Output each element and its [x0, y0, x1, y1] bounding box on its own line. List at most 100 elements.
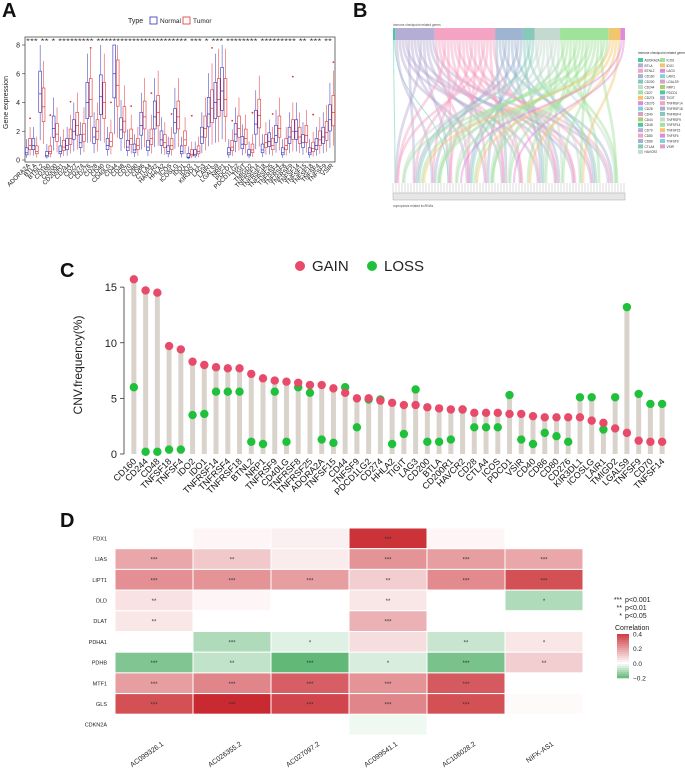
- heatmap-cell: [114, 713, 194, 736]
- sankey-top-node: [534, 28, 561, 40]
- normal-box: [227, 147, 231, 156]
- normal-box: [132, 143, 137, 154]
- sankey-legend-swatch: [638, 68, 643, 73]
- tumor-box: [190, 149, 194, 157]
- colorbar-step: [617, 644, 629, 647]
- tumor-box: [176, 100, 181, 130]
- sankey-bottom-label: cuproptosis related lncRNAs: [393, 204, 434, 208]
- loss-point: [446, 435, 456, 444]
- colorbar-step: [617, 676, 629, 679]
- sankey-legend-label: PDCD1: [667, 91, 678, 95]
- normal-box: [314, 138, 319, 150]
- heatmap-cell-stars: *: [387, 661, 390, 667]
- gain-point: [399, 400, 409, 410]
- colorbar-step: [617, 652, 629, 655]
- loss-point: [235, 387, 244, 396]
- sankey-flow: [420, 39, 579, 184]
- sankey-flow: [490, 39, 609, 184]
- colorbar-tick-label: −0.2: [633, 676, 646, 683]
- boxplot-chart: Gene expression 0 2 4 6 8 Type Normal Tumor *** *…: [3, 16, 335, 191]
- legend-key-loss: [367, 261, 377, 271]
- heatmap-cell: [270, 589, 350, 612]
- gain-point: [164, 341, 174, 351]
- normal-box: [200, 126, 204, 144]
- heatmap-cell: [504, 693, 584, 715]
- colorbar-step: [617, 660, 629, 663]
- loss-point: [282, 437, 291, 446]
- outlier-point: [69, 100, 72, 103]
- sankey-top-node: [560, 28, 609, 40]
- normal-box: [72, 119, 76, 140]
- loss-point: [211, 387, 221, 396]
- y-axis-label: CNV.frequency(%): [71, 316, 85, 415]
- heatmap-row-label: DLD: [96, 598, 107, 604]
- sankey-top-node: [393, 28, 396, 40]
- sankey-legend-swatch: [638, 128, 643, 133]
- sankey-legend-label: LGALS9: [667, 80, 679, 84]
- sankey-legend-label: ICOS: [667, 58, 675, 62]
- y-tick-label: 8: [16, 43, 20, 50]
- sankey-flow: [501, 39, 614, 184]
- heatmap-cell-stars: **: [464, 640, 469, 646]
- sankey-legend-label: CD274: [645, 96, 655, 100]
- gain-point: [540, 413, 549, 422]
- sankey-legend-swatch: [660, 139, 665, 143]
- normal-box: [105, 138, 110, 150]
- significance-legend-label: p<0.001: [625, 597, 651, 604]
- sankey-legend-swatch: [660, 58, 665, 62]
- heatmap-cell-stars: **: [230, 661, 235, 667]
- loss-point: [188, 410, 197, 420]
- loss-point: [528, 439, 538, 449]
- sankey-flow: [486, 39, 511, 184]
- gain-point: [329, 384, 338, 393]
- tumor-box: [217, 78, 221, 117]
- sankey-flow: [560, 39, 619, 184]
- gain-point: [176, 345, 186, 354]
- sankey-legend-label: LAIR1: [667, 75, 676, 79]
- sankey-legend-swatch: [638, 58, 643, 62]
- sankey-flow: [528, 39, 618, 184]
- colorbar-step: [617, 656, 629, 659]
- normal-box: [193, 149, 197, 157]
- sankey-flow: [440, 39, 577, 184]
- tumor-box: [156, 95, 160, 127]
- significance-stars: *** ** * ********* *********************…: [26, 39, 333, 45]
- sankey-flow: [572, 39, 601, 184]
- sankey-legend-swatch: [660, 95, 665, 100]
- heatmap-cell-stars: ***: [384, 620, 392, 626]
- sankey-top-node: [495, 28, 523, 40]
- heatmap-cell: [426, 610, 506, 633]
- sankey-legend-label: TIGIT: [667, 96, 675, 100]
- loss-point: [540, 428, 549, 438]
- colorbar-step: [617, 642, 629, 645]
- heatmap-cell-stars: ***: [228, 702, 236, 708]
- sankey-legend-label: CD28: [645, 107, 653, 111]
- sankey-top-node: [522, 28, 535, 40]
- sankey-flow: [468, 39, 594, 184]
- sankey-flow: [480, 39, 576, 184]
- sankey-legend-swatch: [638, 79, 643, 84]
- tumor-box: [223, 78, 228, 117]
- loss-point: [411, 385, 420, 394]
- normal-box: [220, 67, 224, 111]
- gain-point: [247, 369, 256, 379]
- sankey-legend-label: LAG3: [667, 69, 675, 73]
- sankey-flow: [395, 39, 486, 184]
- sankey-legend-swatch: [660, 74, 665, 79]
- normal-box: [85, 82, 90, 119]
- heatmap-cell-stars: ***: [462, 682, 470, 688]
- heatmap-cell-stars: **: [386, 578, 391, 584]
- sankey-flow: [491, 39, 570, 184]
- heatmap-row-label: LIAS: [95, 557, 107, 563]
- sankey-flow: [534, 39, 582, 184]
- sankey-legend-label: TNFSF4: [667, 134, 679, 138]
- normal-box: [233, 123, 238, 142]
- loss-point: [505, 390, 514, 400]
- heatmap-cell-stars: ***: [306, 702, 314, 708]
- gain-point: [575, 413, 585, 422]
- panel-label-b: B: [353, 0, 368, 22]
- heatmap-cell: [114, 631, 194, 653]
- sankey-legend-label: CD276: [645, 102, 655, 106]
- tumor-box: [291, 119, 295, 140]
- outlier-point: [190, 114, 193, 117]
